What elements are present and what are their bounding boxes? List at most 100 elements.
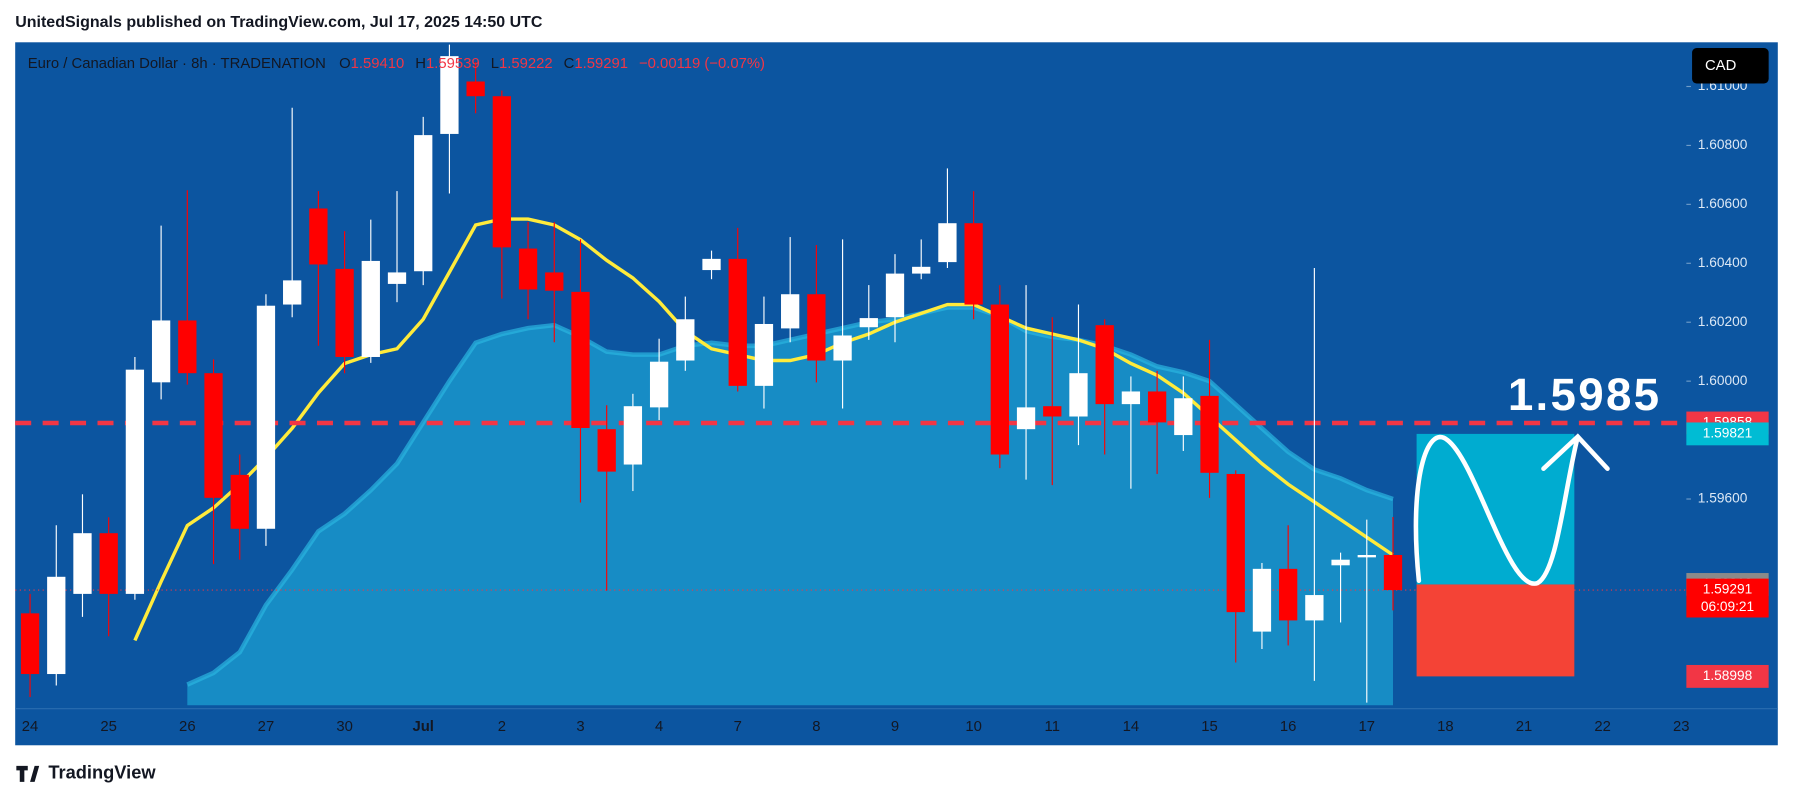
- x-tick-label: 14: [1123, 719, 1140, 735]
- price-label: 1.59291: [1703, 582, 1753, 597]
- currency-button: CAD: [1705, 58, 1737, 74]
- plot: 1.610001.608001.606001.604001.602001.600…: [15, 44, 1778, 735]
- annotation: 1.5985: [1508, 369, 1662, 420]
- legend-key: L: [491, 56, 499, 72]
- candle-body: [964, 223, 983, 305]
- candle-body: [885, 273, 905, 318]
- candle-body: [754, 323, 774, 386]
- candle-body: [1043, 406, 1062, 417]
- legend-change: −0.00119 (−0.07%): [639, 56, 765, 72]
- x-tick-label: 26: [179, 719, 196, 735]
- candle-body: [1095, 325, 1114, 405]
- candle-body: [912, 266, 931, 274]
- candle-body: [1121, 391, 1141, 405]
- candle-body: [178, 320, 197, 374]
- candle-body: [125, 369, 145, 594]
- candle-body: [676, 319, 695, 361]
- price-label: 1.59821: [1703, 426, 1753, 441]
- candle-body: [728, 258, 747, 386]
- footer-brand: TradingView: [48, 762, 156, 783]
- legend-key: C: [564, 56, 575, 72]
- x-tick-label: Jul: [412, 719, 433, 735]
- legend-value: 1.59291: [574, 56, 628, 72]
- candle-body: [414, 135, 433, 272]
- candle-body: [1252, 568, 1272, 632]
- x-tick-label: 27: [258, 719, 275, 735]
- y-tick-label: 1.60600: [1698, 196, 1748, 211]
- x-tick-label: 24: [22, 719, 39, 735]
- candle-body: [833, 335, 852, 361]
- candle-body: [440, 56, 459, 134]
- price-label: 1.58998: [1703, 668, 1753, 683]
- currency-button-bg: [1692, 48, 1769, 84]
- candle-body: [20, 613, 40, 675]
- legend-value: 1.59539: [426, 56, 480, 72]
- x-tick-label: 3: [576, 719, 584, 735]
- candle-body: [466, 81, 485, 97]
- candle-body: [518, 248, 538, 290]
- candle-body: [702, 258, 721, 271]
- price-label-bg: [1686, 578, 1769, 618]
- candle-body: [1331, 559, 1350, 566]
- target-zone: [1416, 433, 1575, 585]
- candle-body: [1069, 373, 1088, 417]
- candle-body: [649, 361, 669, 408]
- x-tick-label: 9: [891, 719, 899, 735]
- candle-body: [1357, 554, 1376, 558]
- x-tick-label: 25: [100, 719, 117, 735]
- y-tick-label: 1.60000: [1698, 373, 1748, 388]
- x-tick-label: 10: [965, 719, 982, 735]
- candle-body: [1383, 554, 1403, 591]
- price-label-bg: [1686, 422, 1769, 446]
- candle-body: [283, 280, 302, 305]
- candle-body: [47, 576, 66, 675]
- candle-body: [492, 96, 511, 248]
- candle-body: [938, 223, 957, 263]
- legend: Euro / Canadian Dollar · 8h · TRADENATIO…: [28, 56, 765, 72]
- footer-logo: TradingView: [16, 762, 156, 783]
- y-tick-label: 1.60800: [1698, 137, 1748, 152]
- candle-body: [807, 294, 826, 361]
- legend-key: H: [415, 56, 426, 72]
- price-label-bg: [1686, 664, 1769, 688]
- y-tick-label: 1.60200: [1698, 314, 1748, 329]
- candle-body: [309, 208, 328, 265]
- legend-symbol: Euro / Canadian Dollar · 8h · TRADENATIO…: [28, 56, 326, 72]
- candle-body: [204, 373, 223, 498]
- candle-body: [1226, 473, 1245, 613]
- candle-body: [73, 533, 92, 594]
- candle-body: [990, 304, 1009, 455]
- candle-body: [1174, 398, 1193, 436]
- x-tick-label: 21: [1516, 719, 1533, 735]
- candle-body: [859, 318, 878, 328]
- y-tick-label: 1.59600: [1698, 491, 1748, 506]
- candle-body: [387, 272, 407, 284]
- candle-body: [623, 406, 643, 465]
- x-tick-label: 16: [1280, 719, 1297, 735]
- candle-body: [1279, 568, 1298, 621]
- y-tick-label: 1.60400: [1698, 255, 1748, 270]
- candle-body: [230, 474, 249, 529]
- logo-mark: [16, 765, 40, 782]
- legend-key: O: [339, 56, 351, 72]
- candle-body: [545, 272, 564, 291]
- candle-body: [781, 294, 800, 329]
- x-tick-label: 18: [1437, 719, 1454, 735]
- candle-body: [99, 533, 118, 594]
- stop-zone: [1416, 584, 1575, 677]
- indicator-area: [187, 307, 1394, 706]
- legend-value: 1.59410: [351, 56, 405, 72]
- candle-body: [361, 260, 380, 357]
- candle-body: [597, 429, 616, 472]
- header-text: UnitedSignals published on TradingView.c…: [15, 14, 543, 31]
- countdown: 06:09:21: [1701, 599, 1754, 614]
- x-tick-label: 23: [1673, 719, 1690, 735]
- x-tick-label: 11: [1045, 719, 1060, 735]
- x-tick-label: 30: [336, 719, 353, 735]
- candle-body: [571, 291, 590, 428]
- candle-body: [1016, 407, 1036, 430]
- x-tick-label: 7: [734, 719, 742, 735]
- wave-drawing: [1413, 433, 1610, 586]
- x-tick-label: 15: [1201, 719, 1218, 735]
